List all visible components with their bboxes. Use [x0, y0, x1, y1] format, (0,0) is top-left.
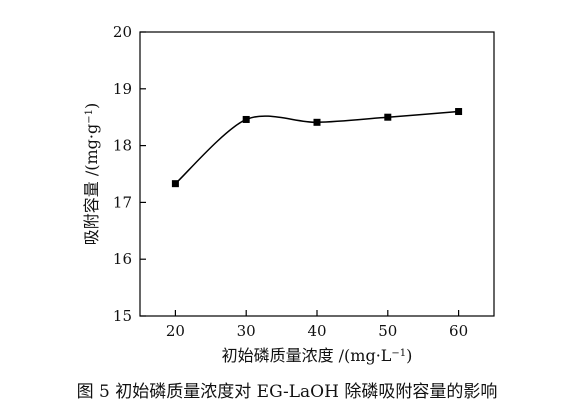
y-tick-label: 15: [113, 307, 132, 325]
plot-frame: [139, 31, 495, 317]
x-tick-label: 40: [307, 322, 326, 340]
data-point-marker: [171, 180, 179, 188]
y-axis-ticks: 15 16 17 18 19 20: [113, 23, 146, 325]
data-point-marker: [242, 115, 250, 123]
figure-caption: 图 5 初始磷质量浓度对 EG-LaOH 除磷吸附容量的影响: [77, 382, 498, 402]
data-markers: [171, 108, 463, 188]
x-tick-label: 20: [166, 322, 185, 340]
x-tick-label: 50: [378, 322, 397, 340]
x-tick-label: 30: [237, 322, 256, 340]
data-point-marker: [455, 108, 463, 116]
y-tick-label: 16: [113, 250, 132, 268]
y-tick-label: 19: [113, 80, 132, 98]
x-tick-label: 60: [449, 322, 468, 340]
y-tick-label: 20: [113, 23, 132, 41]
y-axis-title: 吸附容量 /(mg·g−1): [82, 103, 101, 245]
y-tick-label: 18: [113, 137, 132, 155]
x-axis-ticks: 20 30 40 50 60: [166, 310, 468, 340]
x-axis-title: 初始磷质量浓度 /(mg·L−1): [222, 346, 413, 365]
data-point-marker: [384, 113, 392, 121]
data-point-marker: [313, 118, 321, 126]
y-tick-label: 17: [113, 193, 132, 211]
